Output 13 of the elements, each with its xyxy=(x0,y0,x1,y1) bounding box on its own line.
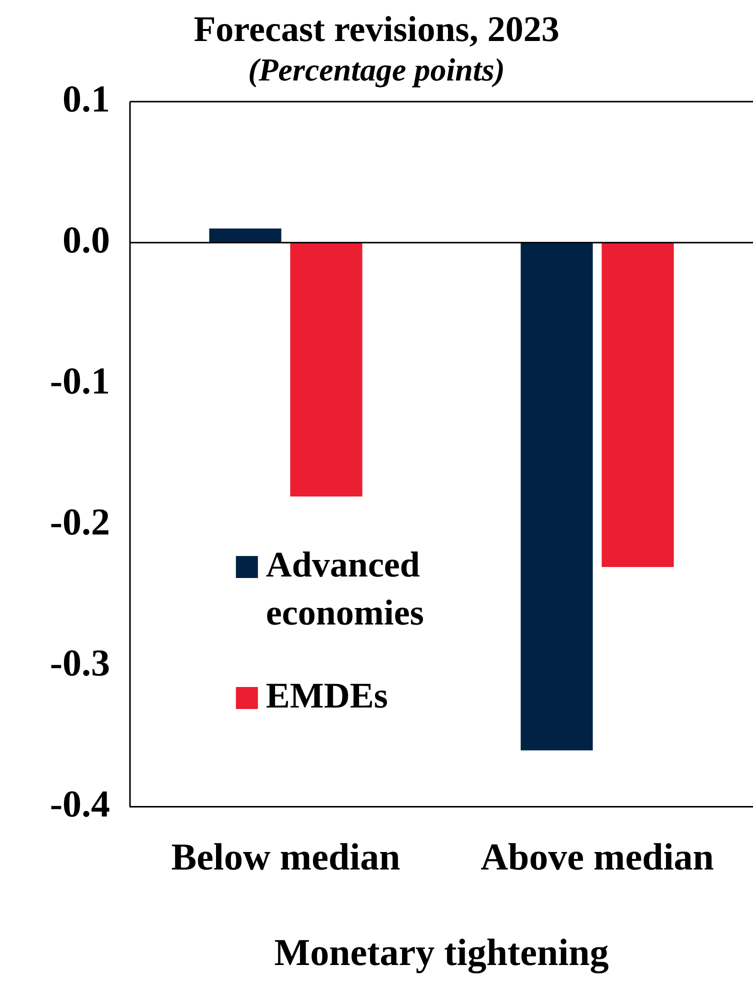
y-tick-label: -0.2 xyxy=(50,502,110,544)
y-tick-label: -0.1 xyxy=(50,360,110,402)
legend-label: Advanced economies xyxy=(266,544,424,632)
chart-subtitle: (Percentage points) xyxy=(248,52,505,88)
x-axis-title: Monetary tightening xyxy=(274,932,609,974)
y-tick-label: 0.1 xyxy=(62,78,110,120)
legend-label: EMDEs xyxy=(266,675,388,716)
x-tick-label: Above median xyxy=(480,836,714,878)
y-tick-label: -0.3 xyxy=(50,642,110,685)
y-tick-label: 0.0 xyxy=(62,219,110,262)
y-tick-label: -0.4 xyxy=(50,784,110,826)
x-tick-label: Below median xyxy=(171,836,400,878)
chart-title: Forecast revisions, 2023 xyxy=(194,8,560,49)
